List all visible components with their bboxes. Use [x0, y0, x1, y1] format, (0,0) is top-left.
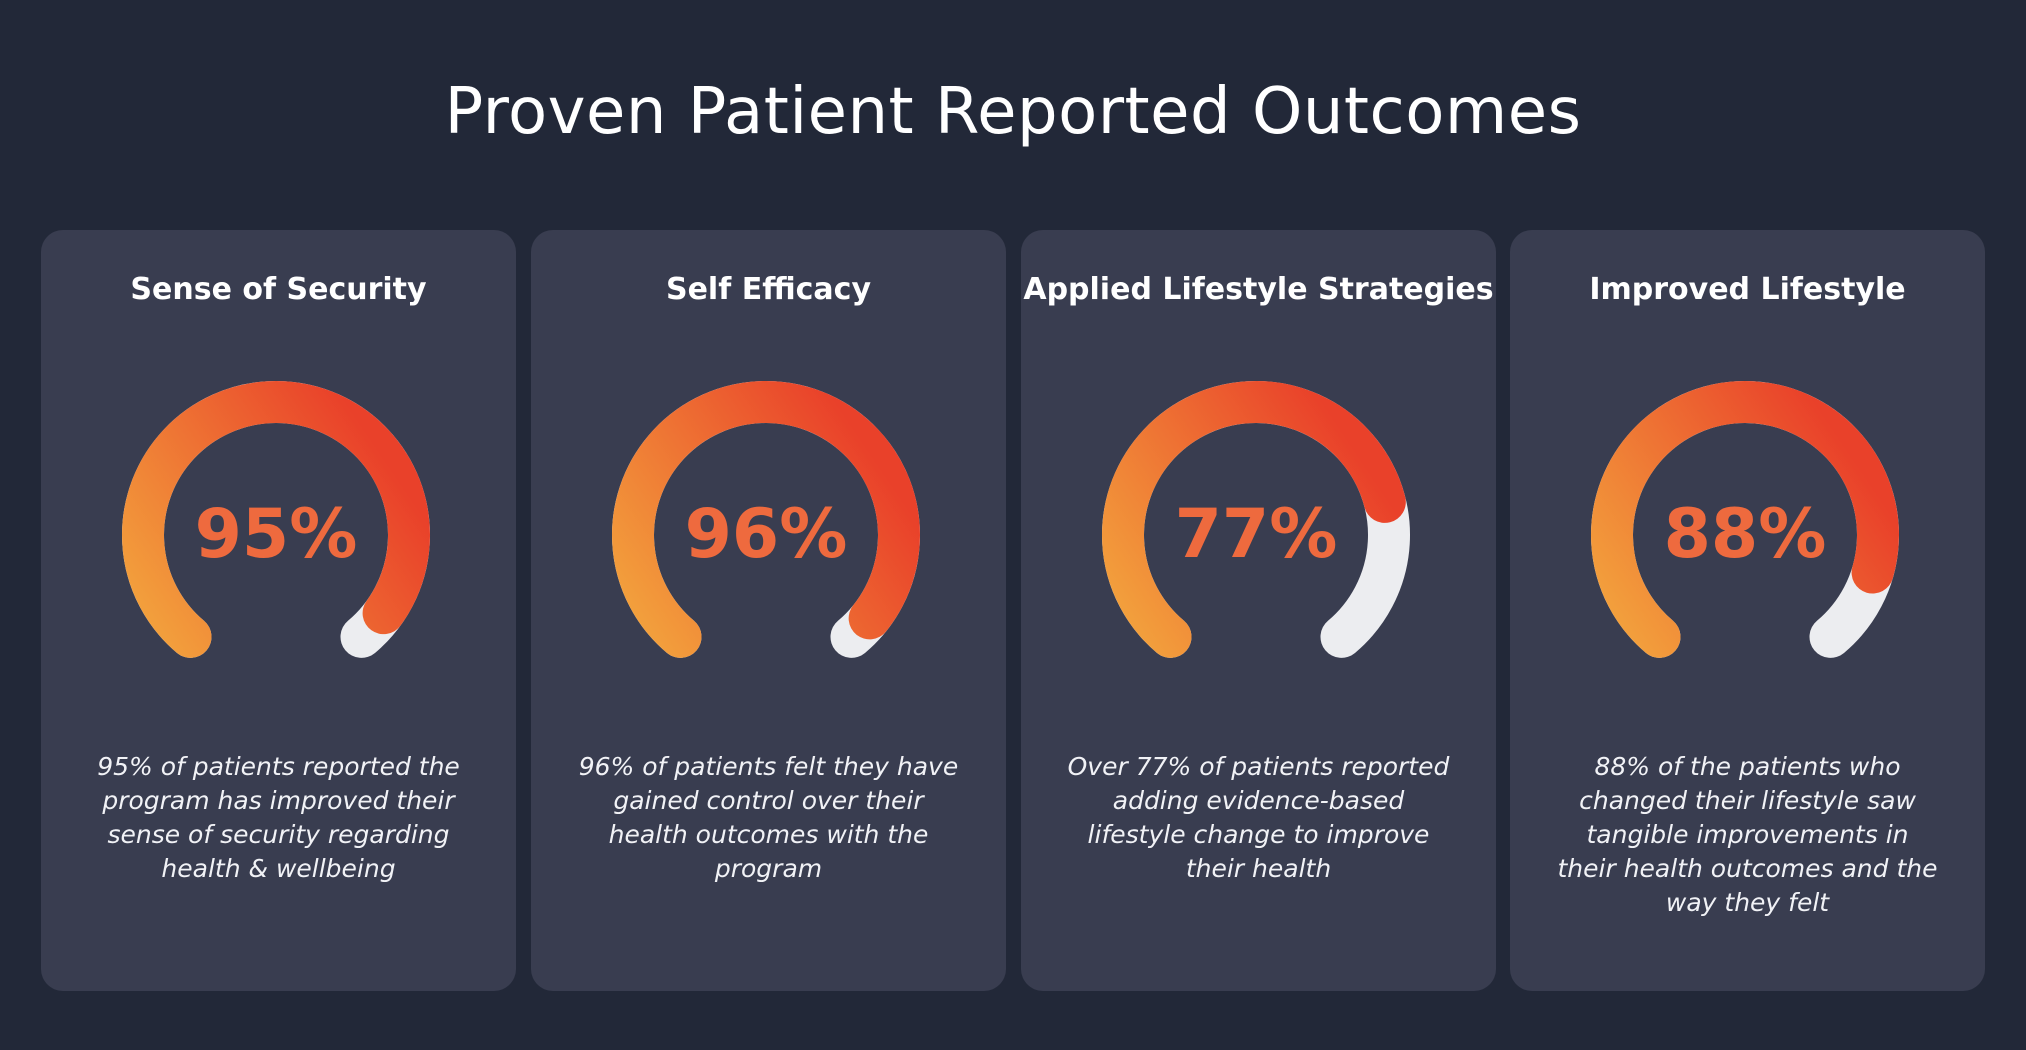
- outcome-card-sense-of-security: Sense of Security 95% 95% of patients re…: [41, 230, 516, 991]
- outcome-card-improved-lifestyle: Improved Lifestyle 88% 88% of the patien…: [1510, 230, 1985, 991]
- gauge-chart: [612, 381, 920, 658]
- gauge-fill: [122, 381, 430, 658]
- outcome-card-self-efficacy: Self Efficacy 96% 96% of patients felt t…: [531, 230, 1006, 991]
- card-title: Improved Lifestyle: [1589, 272, 1906, 307]
- gauge-value: 88%: [1663, 495, 1827, 574]
- card-description: Over 77% of patients reported adding evi…: [1067, 752, 1450, 883]
- gauge-chart: [1591, 381, 1899, 658]
- outcome-card-applied-lifestyle-strategies: Applied Lifestyle Strategies 77% Over 77…: [1021, 230, 1496, 991]
- gauge: 88%: [1575, 365, 1915, 705]
- gauge-value: 77%: [1174, 495, 1338, 574]
- gauge: 77%: [1086, 365, 1426, 705]
- gauge-fill: [612, 381, 920, 658]
- gauge-value: 95%: [194, 495, 358, 574]
- gauge: 95%: [106, 365, 446, 705]
- gauge-fill: [1102, 381, 1406, 658]
- page-title: Proven Patient Reported Outcomes: [444, 75, 1582, 149]
- card-title: Sense of Security: [130, 272, 427, 307]
- gauge-value: 96%: [684, 495, 848, 574]
- card-title: Applied Lifestyle Strategies: [1023, 272, 1494, 307]
- gauge-chart: [122, 381, 430, 658]
- card-title: Self Efficacy: [665, 272, 872, 307]
- card-description: 95% of patients reported the program has…: [97, 752, 460, 883]
- gauge-chart: [1102, 381, 1410, 658]
- gauge: 96%: [596, 365, 936, 705]
- outcome-cards: Sense of Security 95% 95% of patients re…: [41, 230, 1985, 991]
- gauge-fill: [1591, 381, 1899, 658]
- card-description: 96% of patients felt they have gained co…: [578, 752, 959, 883]
- card-description: 88% of the patients who changed their li…: [1557, 752, 1938, 917]
